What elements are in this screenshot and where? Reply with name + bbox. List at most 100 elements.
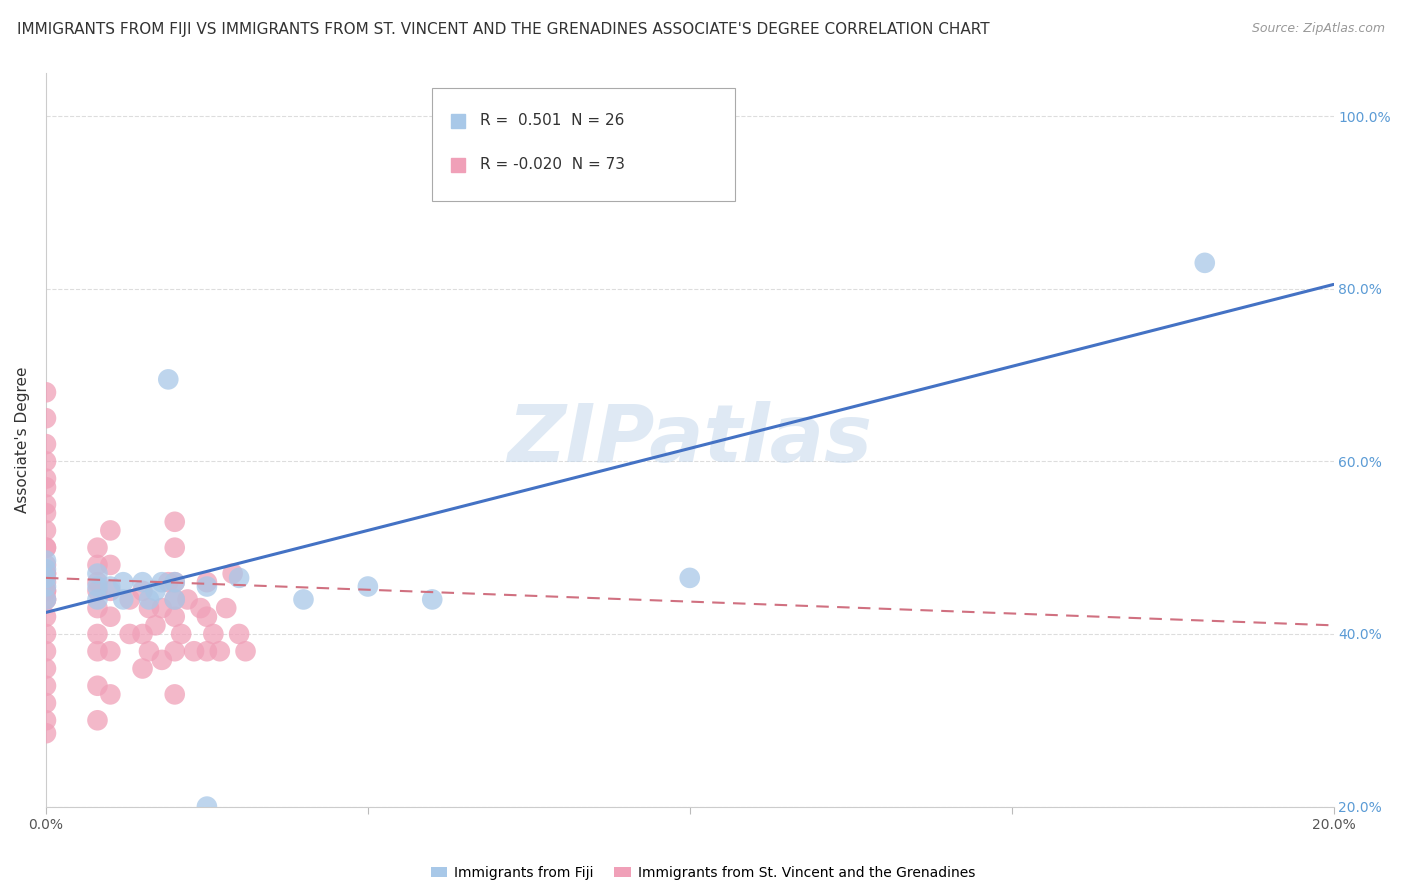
- Point: [118, 592, 141, 607]
- Point: [35, 583, 58, 598]
- Point: [679, 571, 702, 585]
- Point: [35, 437, 58, 451]
- Point: [35, 644, 58, 658]
- Point: [35, 558, 58, 572]
- Point: [35, 506, 58, 520]
- Point: [86, 541, 108, 555]
- Point: [35, 411, 58, 425]
- Point: [86, 601, 108, 615]
- Text: IMMIGRANTS FROM FIJI VS IMMIGRANTS FROM ST. VINCENT AND THE GRENADINES ASSOCIATE: IMMIGRANTS FROM FIJI VS IMMIGRANTS FROM …: [17, 22, 990, 37]
- Point: [183, 644, 205, 658]
- Point: [35, 592, 58, 607]
- Point: [195, 644, 218, 658]
- Point: [163, 541, 186, 555]
- Point: [131, 575, 153, 590]
- Point: [35, 472, 58, 486]
- Point: [195, 609, 218, 624]
- Point: [98, 609, 121, 624]
- Point: [35, 524, 58, 538]
- Point: [215, 601, 238, 615]
- Point: [98, 524, 121, 538]
- Text: R = -0.020  N = 73: R = -0.020 N = 73: [479, 157, 624, 172]
- Point: [145, 583, 167, 598]
- Point: [86, 679, 108, 693]
- Point: [157, 575, 180, 590]
- Point: [202, 627, 225, 641]
- Point: [35, 566, 58, 581]
- Point: [86, 644, 108, 658]
- Point: [35, 609, 58, 624]
- Point: [35, 679, 58, 693]
- Point: [163, 687, 186, 701]
- Point: [98, 644, 121, 658]
- Point: [86, 713, 108, 727]
- Point: [131, 661, 153, 675]
- Text: ZIPatlas: ZIPatlas: [508, 401, 872, 479]
- Point: [35, 726, 58, 740]
- Point: [190, 601, 212, 615]
- Point: [112, 592, 135, 607]
- Point: [98, 687, 121, 701]
- Point: [420, 592, 443, 607]
- Text: R =  0.501  N = 26: R = 0.501 N = 26: [479, 113, 624, 128]
- Point: [138, 592, 160, 607]
- Point: [35, 566, 58, 581]
- Point: [35, 480, 58, 494]
- Y-axis label: Associate's Degree: Associate's Degree: [15, 367, 30, 513]
- Point: [35, 713, 58, 727]
- Point: [86, 583, 108, 598]
- Point: [112, 575, 135, 590]
- Point: [86, 558, 108, 572]
- Point: [35, 592, 58, 607]
- Point: [35, 541, 58, 555]
- Point: [131, 627, 153, 641]
- Legend: Immigrants from Fiji, Immigrants from St. Vincent and the Grenadines: Immigrants from Fiji, Immigrants from St…: [425, 860, 981, 885]
- Point: [35, 553, 58, 567]
- Point: [35, 571, 58, 585]
- Point: [228, 627, 250, 641]
- Point: [176, 592, 198, 607]
- Point: [163, 575, 186, 590]
- Point: [195, 799, 218, 814]
- Point: [138, 644, 160, 658]
- Point: [235, 644, 257, 658]
- Point: [98, 583, 121, 598]
- Point: [163, 575, 186, 590]
- Point: [163, 592, 186, 607]
- Point: [195, 580, 218, 594]
- Point: [1194, 256, 1216, 270]
- Point: [86, 566, 108, 581]
- Point: [35, 661, 58, 675]
- Point: [150, 601, 173, 615]
- Point: [35, 583, 58, 598]
- Point: [228, 571, 250, 585]
- Point: [86, 592, 108, 607]
- Point: [35, 562, 58, 576]
- Point: [98, 558, 121, 572]
- Point: [98, 580, 121, 594]
- Point: [170, 627, 193, 641]
- Point: [208, 644, 231, 658]
- Point: [163, 592, 186, 607]
- Point: [35, 454, 58, 468]
- Point: [86, 575, 108, 590]
- Point: [118, 627, 141, 641]
- FancyBboxPatch shape: [432, 87, 735, 202]
- Point: [163, 609, 186, 624]
- Point: [35, 580, 58, 594]
- Point: [35, 385, 58, 400]
- Point: [35, 498, 58, 512]
- Text: Source: ZipAtlas.com: Source: ZipAtlas.com: [1251, 22, 1385, 36]
- Point: [145, 618, 167, 632]
- Point: [150, 653, 173, 667]
- Point: [35, 696, 58, 710]
- Point: [163, 644, 186, 658]
- Point: [150, 575, 173, 590]
- Point: [292, 592, 315, 607]
- Point: [86, 580, 108, 594]
- Point: [221, 566, 243, 581]
- Point: [163, 515, 186, 529]
- Point: [157, 372, 180, 386]
- Point: [35, 541, 58, 555]
- Point: [138, 601, 160, 615]
